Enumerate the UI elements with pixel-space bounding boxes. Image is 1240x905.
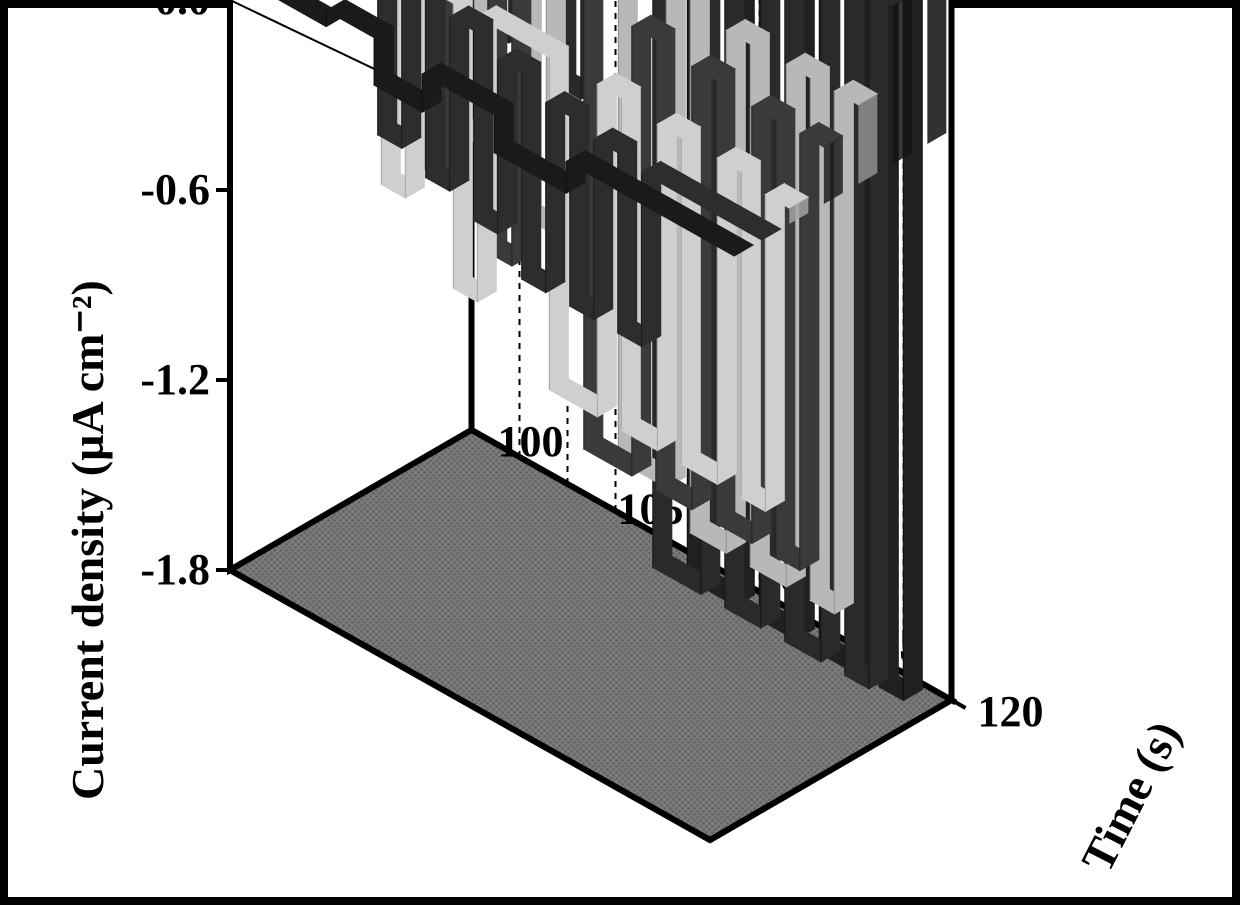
y-tick-label: -1.2 <box>140 355 210 404</box>
chart-3d-ribbon: -1.8-1.2-0.60.00.6100105110115120 Curren… <box>0 0 1240 905</box>
y-axis-label: Current density (µA cm⁻²) <box>60 280 114 800</box>
y-tick-label: 0.0 <box>155 0 210 24</box>
plot-svg: -1.8-1.2-0.60.00.6100105110115120 <box>0 0 1240 905</box>
y-tick-label: -1.8 <box>140 545 210 594</box>
x-tick-label: 100 <box>498 417 564 466</box>
x-tick-label: 120 <box>978 687 1044 736</box>
y-tick-label: -0.6 <box>140 165 210 214</box>
